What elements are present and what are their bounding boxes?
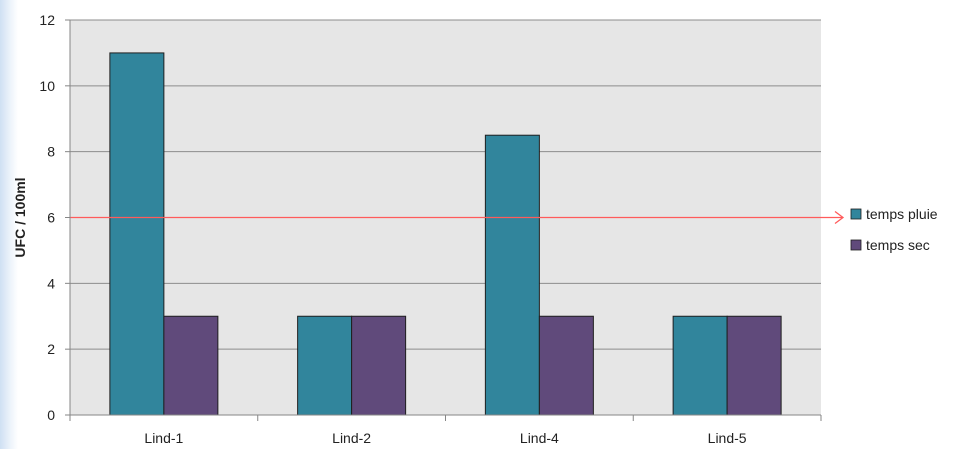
y-tick-label: 0 (47, 407, 55, 423)
y-tick-label: 12 (39, 12, 55, 28)
bar-temps-pluie-lind-4 (484, 134, 540, 416)
y-tick-label: 4 (47, 275, 55, 291)
x-tick-label: Lind-4 (520, 430, 559, 446)
x-tick-label: Lind-1 (144, 430, 183, 446)
bar-temps-sec-lind-1 (163, 315, 219, 416)
legend-swatch-temps-pluie (850, 208, 862, 220)
x-tick-label: Lind-2 (332, 430, 371, 446)
y-tick-label: 8 (47, 144, 55, 160)
bar-temps-sec-lind-2 (351, 315, 407, 416)
legend-swatch-temps-sec (850, 239, 862, 251)
x-tick-label: Lind-5 (708, 430, 747, 446)
bar-temps-pluie-lind-1 (109, 52, 165, 416)
bar-temps-sec-lind-5 (726, 315, 782, 416)
y-axis-title: UFC / 100ml (12, 177, 28, 257)
background-gradient (0, 0, 18, 449)
y-tick-label: 10 (39, 78, 55, 94)
bar-temps-pluie-lind-5 (672, 315, 728, 416)
bar-temps-pluie-lind-2 (297, 315, 353, 416)
legend-label-temps-sec: temps sec (866, 237, 930, 253)
threshold-arrowhead (834, 210, 845, 225)
legend-label-temps-pluie: temps pluie (866, 206, 938, 222)
bar-temps-sec-lind-4 (538, 315, 594, 416)
y-tick-label: 6 (47, 210, 55, 226)
y-tick-label: 2 (47, 341, 55, 357)
